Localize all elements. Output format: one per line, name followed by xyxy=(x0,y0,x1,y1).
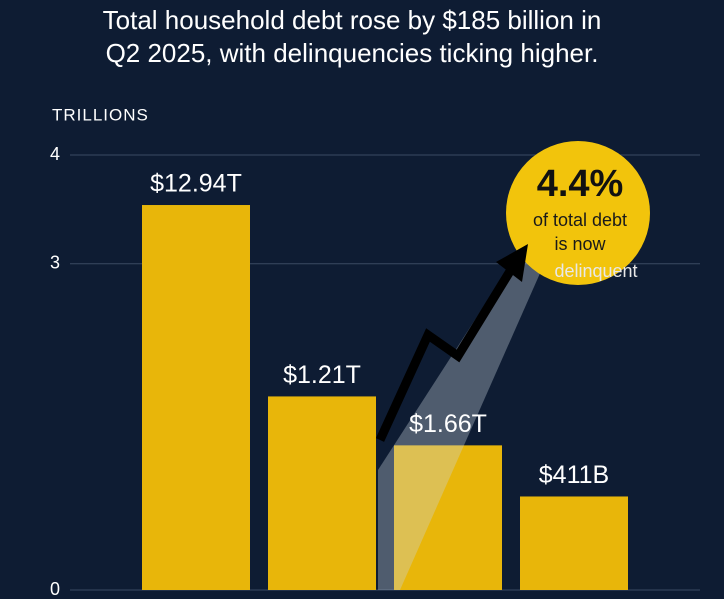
chart-title: Q2 2025, with delinquencies ticking high… xyxy=(106,38,599,68)
bar xyxy=(394,445,502,590)
bar-annotation: $411B xyxy=(539,461,609,489)
y-axis-label: TRILLIONS xyxy=(52,105,149,124)
trend-arrow xyxy=(375,265,516,442)
bar-annotation: $1.66T xyxy=(409,410,487,438)
callout-value: 4.4% xyxy=(537,163,624,205)
callout-circle xyxy=(506,141,650,285)
y-tick-label: 3 xyxy=(50,253,60,273)
callout-text: of total debt xyxy=(533,210,627,230)
bar xyxy=(520,496,628,590)
arrow-head xyxy=(496,244,528,282)
highlight-beam xyxy=(378,250,545,590)
y-tick-label: 4 xyxy=(50,144,60,164)
y-tick-label: 0 xyxy=(50,579,60,599)
bar-annotation: $1.21T xyxy=(283,361,361,389)
bar-annotation: $12.94T xyxy=(150,170,242,198)
chart-title: Total household debt rose by $185 billio… xyxy=(103,5,602,35)
bar xyxy=(142,205,250,590)
callout-text: delinquent xyxy=(554,261,637,281)
bar xyxy=(268,396,376,590)
callout-text: is now xyxy=(554,234,606,254)
